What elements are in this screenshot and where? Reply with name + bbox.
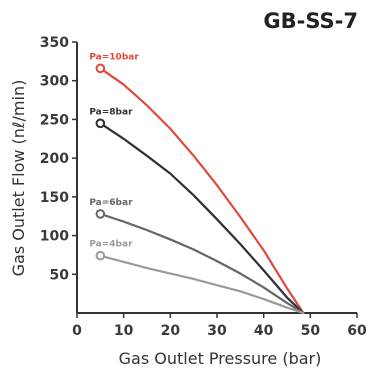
series-start-marker — [95, 250, 106, 261]
x-axis-title: Gas Outlet Pressure (bar) — [119, 349, 322, 368]
series-label: Pa=4bar — [89, 240, 133, 250]
chart-title: GB-SS-7 — [263, 9, 358, 33]
series-start-marker — [95, 118, 106, 129]
x-tick-label: 0 — [72, 323, 82, 339]
series-line — [99, 254, 305, 315]
series-line — [99, 67, 305, 315]
y-tick-label: 50 — [50, 267, 70, 283]
y-tick-label: 350 — [40, 35, 69, 51]
y-tick-label: 300 — [40, 74, 69, 90]
series-line — [99, 122, 305, 315]
series-line — [99, 212, 305, 315]
x-tick-label: 10 — [114, 323, 134, 339]
x-tick-label: 50 — [301, 323, 321, 339]
y-tick-label: 200 — [40, 151, 69, 167]
series-label: Pa=8bar — [89, 107, 133, 117]
series-start-marker — [95, 209, 106, 219]
y-tick-label: 100 — [40, 229, 69, 245]
x-tick-label: 30 — [207, 323, 227, 339]
x-tick-label: 60 — [347, 323, 367, 339]
x-tick-label: 40 — [254, 323, 274, 339]
plot-area: 0 10 20 30 40 50 60 50 100 150 200 250 300 350 Pa=10ba… — [40, 35, 367, 339]
x-tick-label: 20 — [161, 323, 181, 339]
y-axis-title: Gas Outlet Flow (nℓ/min) — [9, 80, 28, 277]
y-tick-label: 150 — [40, 190, 69, 206]
series-label: Pa=10bar — [89, 52, 139, 62]
series-label: Pa=6bar — [89, 198, 133, 208]
series-start-marker — [95, 63, 106, 74]
y-tick-label: 250 — [40, 112, 69, 128]
